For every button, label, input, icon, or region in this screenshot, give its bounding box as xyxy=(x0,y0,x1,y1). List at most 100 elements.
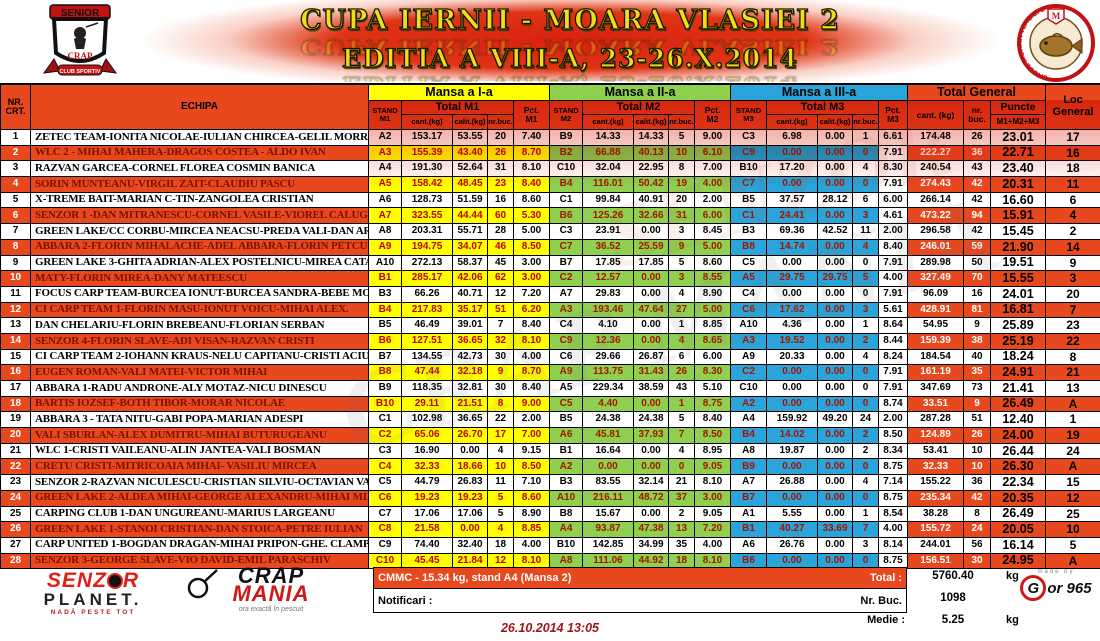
cant-m2: 17.85 xyxy=(583,255,634,272)
buc-m1: 4 xyxy=(488,443,514,460)
total-cant: 289.98 xyxy=(908,255,964,272)
cant-m3: 6.98 xyxy=(767,130,818,146)
cant-m3: 20.33 xyxy=(767,349,818,366)
team-name: X-TREME BAIT-MARIAN C-TIN-ZANGOLEA CRIST… xyxy=(31,192,369,209)
stand-m1: A6 xyxy=(369,192,402,209)
team-name: GREEN LAKE 3-GHITA ADRIAN-ALEX POSTELNIC… xyxy=(31,255,369,272)
calit-m3: 33.69 xyxy=(818,522,853,538)
calit-m2: 50.42 xyxy=(634,177,669,193)
badge-top-text: SENIOR xyxy=(61,8,100,19)
total-buc: 42 xyxy=(964,177,991,193)
rank: 1 xyxy=(1,130,31,146)
buc-m2: 4 xyxy=(669,443,695,460)
rank: 19 xyxy=(1,412,31,429)
calit-m3: 29.75 xyxy=(818,271,853,287)
buc-m1: 12 xyxy=(488,286,514,303)
stand-m1: B5 xyxy=(369,318,402,334)
rank: 13 xyxy=(1,318,31,334)
stand-m2: B4 xyxy=(550,177,583,193)
total-buc: 70 xyxy=(964,271,991,287)
title-banner: CUPA IERNII - MOARA VLASIEI 2 CUPA IERNI… xyxy=(0,0,1100,82)
calit-m3: 0.00 xyxy=(818,428,853,444)
buc-m2: 4 xyxy=(669,333,695,350)
total-value: 5760.40 xyxy=(932,570,974,582)
calit-m1: 42.73 xyxy=(453,349,488,366)
gor-g-icon: G xyxy=(1020,575,1047,601)
calit-m1: 0.00 xyxy=(453,443,488,460)
calit-m3: 0.00 xyxy=(818,381,853,397)
stand-m3: C1 xyxy=(731,208,767,225)
calit-m3: 0.00 xyxy=(818,161,853,178)
cant-m3: 37.57 xyxy=(767,192,818,209)
stand-m2: C7 xyxy=(550,239,583,256)
puncte-total: 26.30 xyxy=(991,459,1046,476)
buc-m3: 3 xyxy=(853,208,879,225)
stand-m2: C2 xyxy=(550,271,583,287)
cant-m2: 32.04 xyxy=(583,161,634,178)
stand-m2: C10 xyxy=(550,161,583,178)
loc-general: 12 xyxy=(1046,490,1100,507)
buc-m2: 27 xyxy=(669,302,695,319)
buc-m1: 18 xyxy=(488,537,514,554)
cant-m3: 0.00 xyxy=(767,490,818,507)
cant-m1: 66.26 xyxy=(402,286,453,303)
stand-m2: B9 xyxy=(550,130,583,146)
buc-m3: 3 xyxy=(853,302,879,319)
buc-m3: 6 xyxy=(853,192,879,209)
buc-m2: 3 xyxy=(669,224,695,240)
pct-m2: 5.10 xyxy=(695,381,731,397)
results-table: NR. CRT. ECHIPA Mansa a I-a STAND M1 Tot… xyxy=(0,83,1100,570)
team-name: SENZOR 3-GEORGE SLAVE-VIO DAVID-EMIL PAR… xyxy=(31,553,369,570)
calit-m1: 52.64 xyxy=(453,161,488,178)
stand-m2: C5 xyxy=(550,396,583,413)
buc-m2: 5 xyxy=(669,130,695,146)
loc-general: 11 xyxy=(1046,177,1100,193)
stand-m3: C7 xyxy=(731,177,767,193)
calit-m3: 0.00 xyxy=(818,333,853,350)
buc-m2: 1 xyxy=(669,396,695,413)
stand-m3: C5 xyxy=(731,255,767,272)
buc-m2: 37 xyxy=(669,490,695,507)
col-header-calit-m2: calit.(kg) xyxy=(634,115,669,130)
calit-m3: 49.20 xyxy=(818,412,853,429)
cant-m2: 24.38 xyxy=(583,412,634,429)
buc-m2: 8 xyxy=(669,161,695,178)
calit-m3: 0.00 xyxy=(818,208,853,225)
calit-m3: 0.00 xyxy=(818,396,853,413)
pct-m1: 5.00 xyxy=(514,224,550,240)
cant-m1: 203.31 xyxy=(402,224,453,240)
stand-m1: C4 xyxy=(369,459,402,476)
calit-m1: 55.71 xyxy=(453,224,488,240)
puncte-total: 26.49 xyxy=(991,506,1046,523)
stand-m2: C1 xyxy=(550,192,583,209)
calit-m2: 47.38 xyxy=(634,522,669,538)
cant-m3: 0.00 xyxy=(767,145,818,162)
pct-m3: 7.91 xyxy=(879,381,908,397)
stand-m1: A10 xyxy=(369,255,402,272)
calit-m2: 34.99 xyxy=(634,537,669,554)
total-buc: 8 xyxy=(964,506,991,523)
senzor-tagline: NADĂ PESTE TOT xyxy=(50,609,136,616)
total-cant: 287.28 xyxy=(908,412,964,429)
buc-m1: 20 xyxy=(488,130,514,146)
buc-m3: 1 xyxy=(853,506,879,523)
team-name: EUGEN ROMAN-VALI MATEI-VICTOR MIHAI xyxy=(31,365,369,381)
cant-m3: 19.87 xyxy=(767,443,818,460)
calit-m1: 58.37 xyxy=(453,255,488,272)
stand-m3: C6 xyxy=(731,302,767,319)
rank: 4 xyxy=(1,177,31,193)
total-cant: 38.28 xyxy=(908,506,964,523)
puncte-total: 16.14 xyxy=(991,537,1046,554)
total-buc: 42 xyxy=(964,192,991,209)
pct-m2: 5.00 xyxy=(695,302,731,319)
calit-m1: 51.59 xyxy=(453,192,488,209)
buc-m1: 23 xyxy=(488,177,514,193)
calit-m3: 0.00 xyxy=(818,475,853,491)
calit-m3: 28.12 xyxy=(818,192,853,209)
stand-m2: A9 xyxy=(550,365,583,381)
stand-m2: C9 xyxy=(550,333,583,350)
col-header-echipa: ECHIPA xyxy=(31,85,369,130)
section-header-mansa3: Mansa a III-a xyxy=(731,85,908,101)
calit-m2: 38.59 xyxy=(634,381,669,397)
cant-m2: 0.00 xyxy=(583,459,634,476)
